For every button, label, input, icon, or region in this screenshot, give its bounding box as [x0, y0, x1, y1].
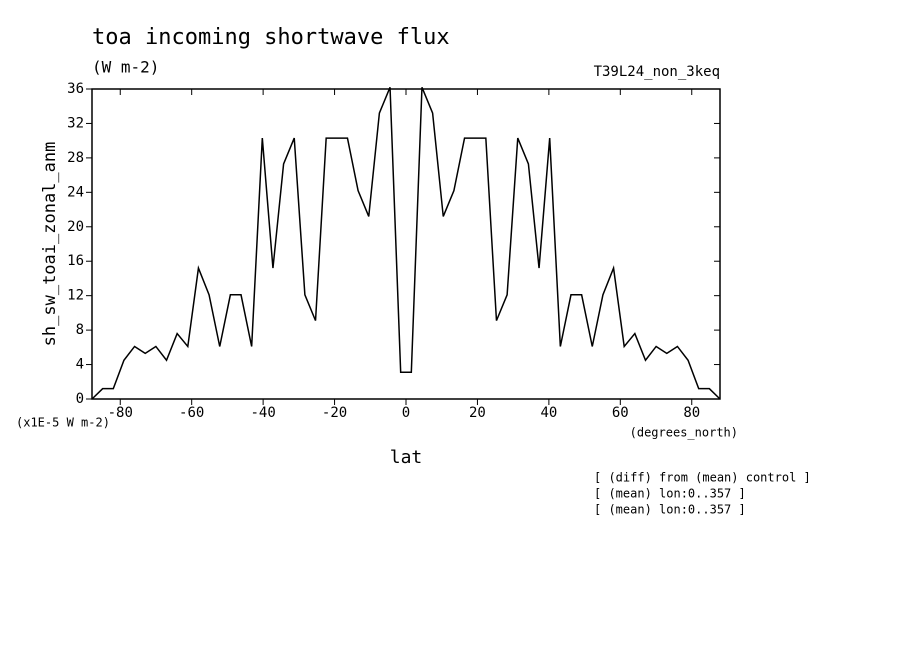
x-tick-label: 80	[683, 405, 700, 421]
x-tick-label: 40	[540, 405, 557, 421]
y-tick-label: 8	[76, 322, 84, 338]
x-tick-label: 20	[469, 405, 486, 421]
y-tick-label: 28	[67, 150, 84, 166]
y-tick-label: 32	[67, 115, 84, 131]
x-tick-label: 0	[402, 405, 410, 421]
note: [ (diff) from (mean) control ]	[594, 471, 811, 485]
x-tick-label: -60	[179, 405, 204, 421]
x-axis-label: lat	[390, 447, 423, 468]
dataset-label: T39L24_non_3keq	[594, 64, 720, 80]
chart-subtitle: (W m-2)	[92, 58, 159, 77]
x-units: (degrees_north)	[630, 426, 738, 440]
y-tick-label: 0	[76, 391, 84, 407]
chart-title: toa incoming shortwave flux	[92, 25, 450, 50]
note: [ (mean) lon:0..357 ]	[594, 487, 746, 501]
y-tick-label: 4	[76, 357, 84, 373]
note: [ (mean) lon:0..357 ]	[594, 503, 746, 517]
y-tick-label: 16	[67, 253, 84, 269]
x-tick-label: 60	[612, 405, 629, 421]
y-units: (x1E-5 W m-2)	[16, 416, 110, 430]
x-tick-label: -80	[108, 405, 133, 421]
y-axis-label: sh_sw_toai_zonal_anm	[40, 142, 60, 347]
y-tick-label: 36	[67, 81, 84, 97]
y-tick-label: 20	[67, 219, 84, 235]
y-tick-label: 12	[67, 288, 84, 304]
plot-area	[92, 86, 720, 400]
x-tick-label: -20	[322, 405, 347, 421]
x-tick-label: -40	[250, 405, 275, 421]
data-line	[92, 86, 720, 400]
y-tick-label: 24	[67, 184, 84, 200]
